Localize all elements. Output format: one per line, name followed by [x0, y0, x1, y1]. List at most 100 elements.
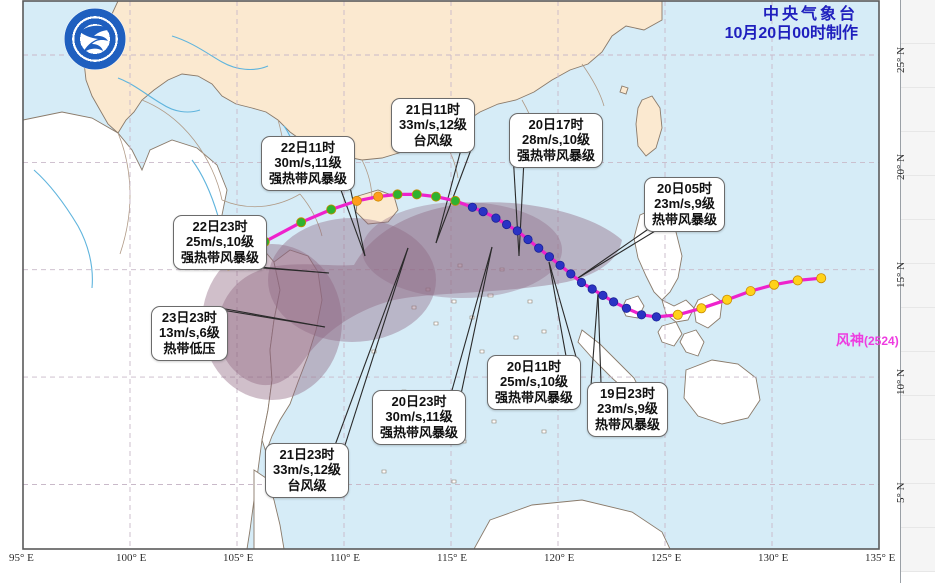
x-axis-tick-label: 130° E: [758, 552, 789, 564]
x-axis-tick-label: 135° E: [865, 552, 896, 564]
callout-leader-line: [577, 228, 649, 279]
storm-track-line: [226, 192, 823, 319]
callout-wind: 23m/s,9级: [654, 196, 715, 212]
callout-category: 热带风暴级: [652, 211, 718, 227]
track-point-observed: [467, 202, 477, 212]
forecast-cone-endpoint: [202, 244, 342, 400]
callout-category: 强热带风暴级: [517, 147, 596, 163]
forecast-point-callout: 20日11时 25m/s,10级 强热带风暴级: [487, 355, 582, 410]
background-row: [901, 88, 935, 132]
track-point-observed: [636, 310, 647, 320]
forecast-point-callout: 23日23时 13m/s,6级 热带低压: [151, 306, 228, 361]
cma-dragon-glyph: [80, 25, 110, 54]
title-block: 中央气象台 10月20日00时制作: [725, 6, 858, 44]
callout-time: 20日05时: [657, 181, 712, 196]
x-axis-tick-label: 100° E: [116, 552, 147, 564]
background-row: [901, 484, 935, 528]
callout-time: 20日17时: [528, 117, 584, 132]
track-point-forecast: [373, 191, 384, 202]
track-point-observed: [769, 279, 780, 290]
callout-wind: 30m/s,11级: [385, 409, 453, 425]
forecast-uncertainty-cone: [217, 202, 622, 386]
forecast-cone-near: [362, 202, 562, 298]
callout-wind: 33m/s,12级: [399, 117, 467, 133]
forecast-point-callout: 22日11时 30m/s,11级 强热带风暴级: [261, 136, 356, 191]
forecast-point-callout: 21日23时 33m/s,12级 台风级: [265, 443, 349, 498]
track-point-observed: [576, 277, 587, 288]
callout-leader-line: [214, 308, 326, 328]
x-axis-tick-label: 125° E: [651, 552, 682, 564]
callout-category: 强热带风暴级: [181, 249, 260, 265]
forecast-cone-mid: [268, 218, 436, 342]
track-point-observed: [792, 275, 803, 286]
track-point-observed: [491, 213, 501, 223]
track-point-observed: [651, 312, 662, 322]
map-figure: 95° E 100° E 105° E 110° E 115° E 120° E 125° …: [9, 0, 907, 564]
callout-wind: 25m/s,10级: [186, 234, 254, 250]
storm-number-text: (2524): [864, 334, 899, 348]
callout-category: 强热带风暴级: [380, 424, 459, 440]
background-row: [901, 308, 935, 352]
track-point-forecast: [430, 191, 441, 202]
forecast-point-callout: 20日17时 28m/s,10级 强热带风暴级: [509, 113, 604, 168]
track-point-observed: [544, 252, 555, 262]
track-point-observed: [672, 309, 683, 320]
track-point-observed: [598, 290, 608, 300]
callout-leader-line: [334, 247, 409, 446]
track-point-forecast: [450, 195, 461, 206]
callout-leader-line: [344, 247, 409, 446]
track-point-observed: [555, 260, 565, 270]
track-point-forecast: [411, 189, 422, 200]
callout-category: 强热带风暴级: [269, 170, 348, 186]
track-point-observed: [696, 303, 707, 314]
callout-wind: 25m/s,10级: [500, 374, 568, 390]
track-point-observed: [745, 286, 756, 297]
callout-time: 21日11时: [405, 102, 461, 117]
callout-leader-line: [513, 165, 520, 257]
y-axis-tick-label: 15° N: [895, 261, 907, 288]
callout-time: 20日23时: [391, 394, 447, 409]
track-point-forecast: [351, 195, 362, 206]
callout-leader-line: [590, 292, 599, 385]
forecast-point-callout: 20日05时 23m/s,9级 热带风暴级: [644, 177, 726, 232]
callout-leader-line: [548, 261, 567, 358]
cma-logo-icon: [64, 8, 126, 70]
track-point-forecast: [326, 204, 337, 215]
callout-category: 强热带风暴级: [495, 389, 574, 405]
track-point-observed: [816, 273, 827, 284]
track-point-observed: [621, 303, 632, 313]
forecast-point-callout: 19日23时 23m/s,9级 热带风暴级: [587, 382, 669, 437]
track-point-forecast: [296, 217, 307, 228]
background-row: [901, 132, 935, 176]
background-row: [901, 0, 935, 44]
callout-leader-line: [577, 228, 659, 279]
plot-frame: [22, 0, 880, 550]
callout-leader-line: [450, 246, 493, 393]
callout-wind: 28m/s,10级: [522, 132, 590, 148]
track-point-observed: [608, 297, 619, 307]
track-point-observed: [534, 243, 544, 253]
track-point-observed: [566, 269, 576, 279]
storm-track-markers: [223, 189, 827, 322]
callout-time: 21日23时: [279, 447, 335, 462]
callout-leader-line: [435, 150, 462, 244]
y-axis-tick-label: 10° N: [895, 368, 907, 396]
callout-wind: 30m/s,11级: [274, 155, 342, 171]
callout-leader-line: [518, 165, 525, 257]
callout-leader-line: [252, 266, 330, 274]
x-axis-tick-label: 115° E: [437, 552, 467, 564]
track-point-observed: [722, 294, 733, 305]
callout-time: 19日23时: [600, 386, 655, 401]
y-axis-tick-label: 5° N: [895, 481, 907, 503]
background-row: [901, 220, 935, 264]
track-point-observed: [478, 207, 488, 217]
callout-category: 台风级: [287, 477, 327, 493]
callout-leader-line: [460, 246, 493, 393]
storm-name-text: 风神: [836, 332, 864, 348]
callout-category: 热带低压: [163, 340, 216, 356]
storm-name-label: 风神(2524): [836, 330, 899, 350]
background-row: [901, 528, 935, 572]
callout-category: 台风级: [413, 132, 453, 148]
callout-wind: 23m/s,9级: [597, 401, 658, 417]
